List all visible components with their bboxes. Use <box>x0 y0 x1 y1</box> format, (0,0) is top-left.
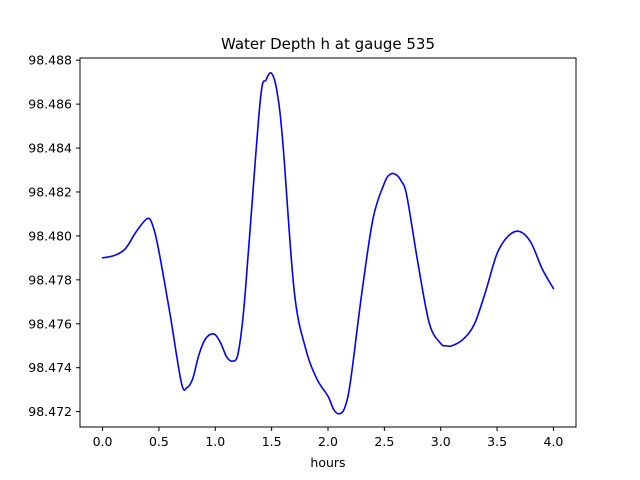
x-tick-label: 3.0 <box>431 434 451 449</box>
x-axis-title: hours <box>310 455 345 470</box>
x-tick-label: 3.5 <box>487 434 507 449</box>
chart-title: Water Depth h at gauge 535 <box>221 35 435 53</box>
y-tick-label: 98.478 <box>28 272 72 287</box>
x-tick-label: 2.5 <box>374 434 394 449</box>
x-tick-label: 2.0 <box>318 434 338 449</box>
series-line <box>101 72 555 415</box>
x-tick-label: 1.5 <box>262 434 282 449</box>
y-tick-label: 98.472 <box>28 404 72 419</box>
y-tick-label: 98.474 <box>28 360 72 375</box>
x-axis-ticks: 0.0 0.5 1.0 1.5 2.0 2.5 3.0 3.5 4.0 <box>93 427 564 449</box>
y-axis-ticks: 98.472 98.474 98.476 98.478 98.480 98.482 98.4… <box>28 53 80 419</box>
y-tick-label: 98.482 <box>28 184 72 199</box>
x-tick-label: 4.0 <box>544 434 564 449</box>
x-tick-label: 0.0 <box>93 434 113 449</box>
x-tick-label: 1.0 <box>205 434 225 449</box>
series-layer <box>101 72 555 415</box>
y-tick-label: 98.486 <box>28 97 72 112</box>
plot-area-frame <box>79 57 577 428</box>
y-tick-label: 98.480 <box>28 228 72 243</box>
y-tick-label: 98.476 <box>28 316 72 331</box>
y-tick-label: 98.488 <box>28 53 72 68</box>
x-tick-label: 0.5 <box>149 434 169 449</box>
y-tick-label: 98.484 <box>28 141 72 156</box>
